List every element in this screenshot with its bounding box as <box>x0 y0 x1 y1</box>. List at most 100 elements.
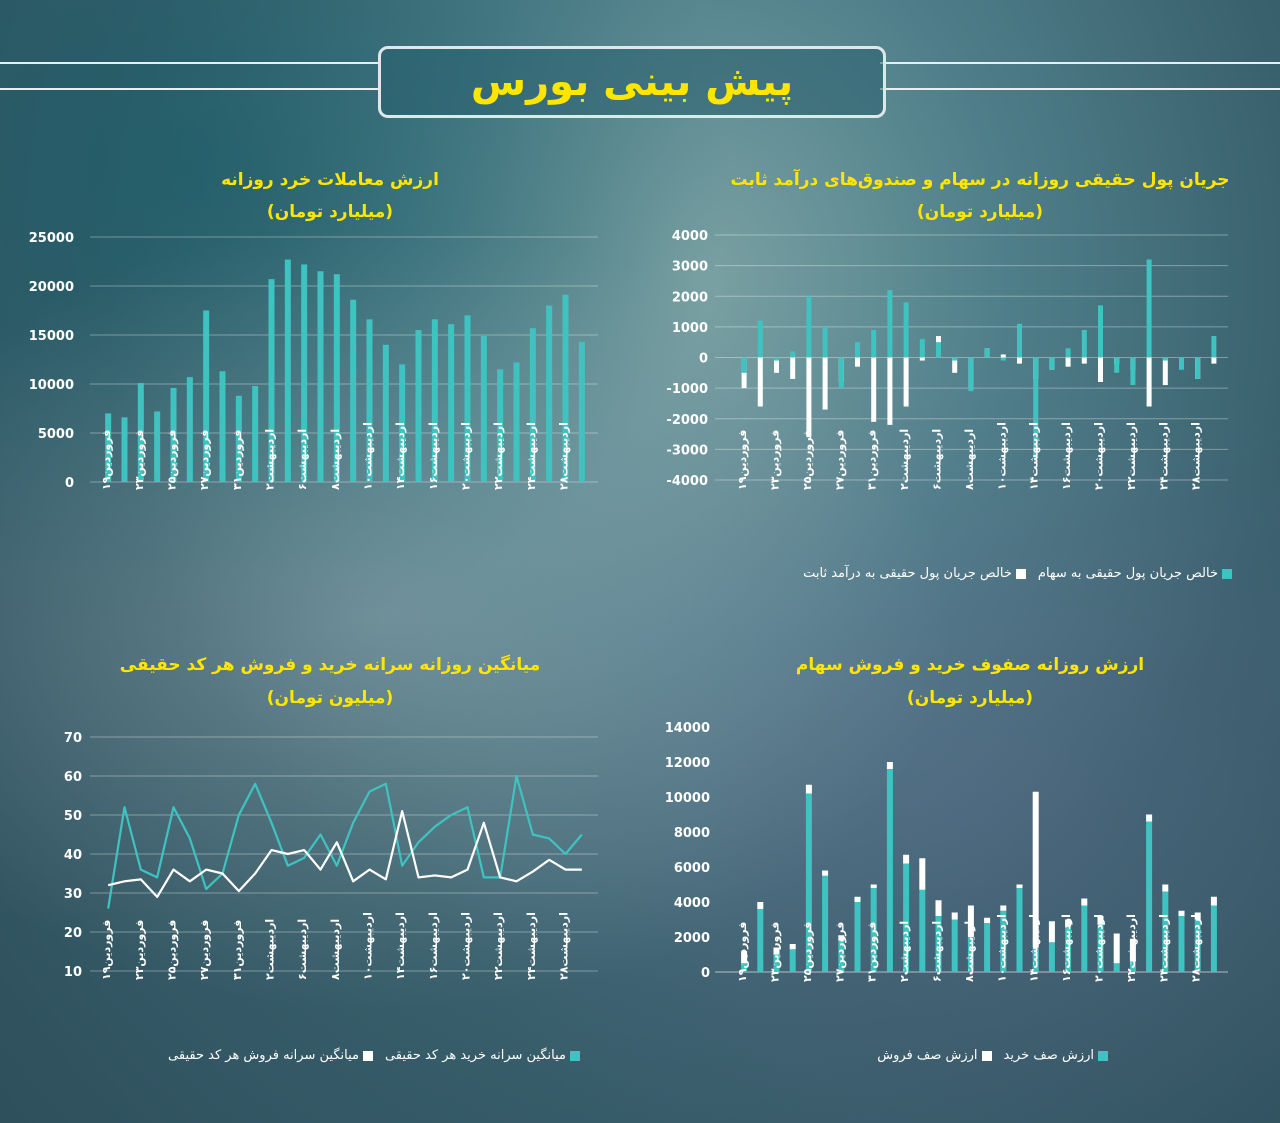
queues-bar-sell <box>967 905 974 937</box>
flow-bar-stocks <box>1000 357 1006 361</box>
queues-bar-sell <box>741 951 748 964</box>
queues-bar-sell <box>854 896 861 902</box>
flow-x-tick-label: اردیبهشت۲ <box>898 429 911 490</box>
per_capita-x-tick-label: فروردین۱۹ <box>100 920 113 980</box>
flow-bar-fixed-income <box>1162 357 1168 386</box>
per_capita-x-tick-label: اردیبهشت۲۸ <box>558 912 571 980</box>
retail-x-tick-label: اردیبهشت۸ <box>329 429 342 490</box>
flow-bar-stocks <box>1146 259 1152 358</box>
queues-x-tick-label: اردیبهشت۱۶ <box>1060 914 1073 982</box>
retail-x-tick-label: اردیبهشت۱۴ <box>394 422 407 490</box>
queues-x-tick-label: اردیبهشت۱۴ <box>1028 914 1041 982</box>
per-capita-chart-subtitle: (میلیون تومان) <box>266 688 394 708</box>
queues-bar-buy <box>1097 924 1104 972</box>
queues-bar-buy <box>1146 821 1153 972</box>
retail-y-tick-label: 0 <box>65 476 74 491</box>
flow-bar-stocks <box>855 342 860 358</box>
flow-bar-stocks <box>1114 357 1120 373</box>
flow-bar-stocks <box>1081 329 1087 358</box>
queues-bar-buy <box>967 937 974 972</box>
flow-y-tick-label: -4000 <box>666 474 708 489</box>
queues-bar-buy <box>805 793 812 972</box>
per-capita-chart-title: میانگین روزانه سرانه خرید و فروش هر کد ح… <box>119 655 541 675</box>
flow-y-tick-label: 4000 <box>672 229 708 244</box>
flow-x-tick-label: فروردین۱۹ <box>736 430 749 490</box>
queues-x-tick-label: اردیبهشت۱۰ <box>995 914 1008 982</box>
queues-x-tick-label: اردیبهشت۲ <box>898 921 911 982</box>
queues-y-tick-label: 14000 <box>665 721 710 736</box>
queues-bar-buy <box>1032 947 1039 972</box>
retail-bar <box>121 417 128 482</box>
queues-bar-buy <box>984 923 991 972</box>
flow-legend-item-stocks: خالص جریان پول حقیقی به سهام <box>1038 566 1232 581</box>
per-capita-line-sell <box>107 809 582 899</box>
per_capita-x-tick-label: فروردین۲۳ <box>133 920 146 980</box>
per_capita-y-tick-label: 50 <box>64 809 82 824</box>
flow-chart-title: جریان پول حقیقی روزانه در سهام و صندوق‌ه… <box>730 170 1230 190</box>
queues-x-tick-label: اردیبهشت۸ <box>963 921 976 982</box>
flow-legend-label-fixed-income: خالص جریان پول حقیقی به درآمد ثابت <box>803 566 1012 581</box>
queues-bar-sell <box>822 870 829 876</box>
queues-bar-buy <box>1081 905 1088 972</box>
retail-x-tick-label: اردیبهشت۱۶ <box>427 422 440 490</box>
per-capita-legend-label-sell: میانگین سرانه فروش هر کد حقیقی <box>168 1048 359 1063</box>
per_capita-x-tick-label: اردیبهشت۲۲ <box>492 912 505 980</box>
queues-legend-item-sell: ارزش صف فروش <box>877 1048 992 1063</box>
flow-y-tick-label: -3000 <box>666 443 708 458</box>
flow-bar-fixed-income <box>757 357 763 407</box>
retail-bar <box>219 371 226 482</box>
flow-y-tick-label: -2000 <box>666 413 708 428</box>
flow-x-tick-label: اردیبهشت۱۰ <box>995 422 1008 490</box>
per_capita-y-tick-label: 70 <box>64 731 82 746</box>
per_capita-x-tick-label: اردیبهشت۱۶ <box>427 912 440 980</box>
queues-bar-buy <box>1113 963 1120 972</box>
retail-bar <box>513 362 520 482</box>
retail-y-tick-label: 10000 <box>29 378 74 393</box>
per_capita-x-tick-label: اردیبهشت۲ <box>264 919 277 980</box>
flow-bar-fixed-income <box>1081 357 1087 364</box>
per_capita-x-tick-label: اردیبهشت۸ <box>329 919 342 980</box>
queues-bar-sell <box>870 884 877 888</box>
queues-bar-buy <box>1162 891 1169 972</box>
flow-bar-fixed-income <box>871 357 877 422</box>
flow-bar-fixed-income <box>1146 357 1152 407</box>
per-capita-legend-item-sell: میانگین سرانه فروش هر کد حقیقی <box>168 1048 373 1063</box>
per_capita-x-tick-label: اردیبهشت۶ <box>296 919 309 980</box>
retail-bar <box>562 294 569 482</box>
queues-bar-buy <box>822 875 829 972</box>
flow-bar-stocks <box>1049 357 1055 370</box>
retail-bar <box>284 259 291 482</box>
per_capita-x-tick-label: اردیبهشت۱۴ <box>394 912 407 980</box>
page-title: پیش بینی بورس <box>470 59 794 105</box>
retail-bar <box>431 319 438 482</box>
per_capita-x-tick-label: اردیبهشت۲۰ <box>460 912 473 980</box>
flow-bar-fixed-income <box>1000 354 1006 358</box>
flow-bar-stocks <box>887 290 893 358</box>
per_capita-y-tick-label: 60 <box>64 770 82 785</box>
retail-x-tick-label: فروردین۲۵ <box>166 430 179 490</box>
queues-bar-buy <box>935 916 942 972</box>
flow-legend-item-fixed-income: خالص جریان پول حقیقی به درآمد ثابت <box>803 566 1026 581</box>
queues-x-tick-label: اردیبهشت۲۲ <box>1125 914 1138 982</box>
flow-x-tick-label: اردیبهشت۶ <box>931 429 944 490</box>
queues-bar-buy <box>1048 942 1055 972</box>
retail-y-tick-label: 5000 <box>38 427 74 442</box>
per_capita-y-tick-label: 30 <box>64 887 82 902</box>
queues-y-tick-label: 8000 <box>674 826 710 841</box>
retail-bar <box>350 299 357 482</box>
flow-bar-fixed-income <box>903 357 909 407</box>
retail-bar <box>529 328 536 482</box>
flow-bar-stocks <box>919 339 925 358</box>
flow-bar-stocks <box>984 348 990 358</box>
queues-bar-sell <box>919 858 926 890</box>
queues-bar-sell <box>789 944 796 950</box>
per-capita-legend-label-buy: میانگین سرانه خرید هر کد حقیقی <box>384 1048 566 1063</box>
retail-bar <box>154 411 161 482</box>
queues-y-tick-label: 2000 <box>674 931 710 946</box>
flow-bar-stocks <box>1195 357 1201 379</box>
flow-bar-stocks <box>741 357 747 373</box>
retail-bar <box>448 324 455 482</box>
queues-bar-sell <box>1146 814 1153 822</box>
queues-x-tick-label: اردیبهشت۲۴ <box>1157 914 1170 982</box>
flow-legend-label-stocks: خالص جریان پول حقیقی به سهام <box>1037 566 1218 581</box>
